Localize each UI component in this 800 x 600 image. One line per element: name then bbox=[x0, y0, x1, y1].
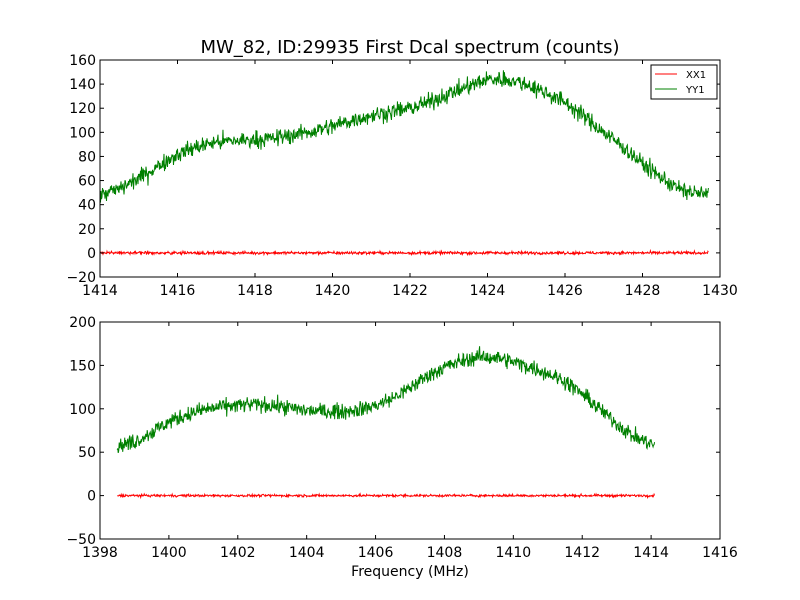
y-tick-label: 0 bbox=[87, 489, 96, 505]
legend-box bbox=[650, 64, 718, 100]
y-tick-label: 150 bbox=[69, 358, 96, 374]
legend-label-xx1: XX1 bbox=[686, 70, 706, 81]
series-line-xx1 bbox=[99, 248, 709, 257]
x-tick-label: 1404 bbox=[289, 545, 325, 561]
x-tick-label: 1402 bbox=[220, 545, 256, 561]
y-tick-label: 80 bbox=[78, 149, 96, 165]
x-tick-label: 1412 bbox=[564, 545, 600, 561]
x-tick-label: 1428 bbox=[625, 283, 661, 299]
legend-label-yy1: YY1 bbox=[685, 85, 705, 96]
y-tick-label: −20 bbox=[66, 270, 96, 286]
x-tick-label: 1400 bbox=[151, 545, 187, 561]
x-tick-label: 1418 bbox=[237, 283, 273, 299]
x-tick-label: 1416 bbox=[702, 545, 738, 561]
x-tick-label: 1414 bbox=[82, 283, 118, 299]
y-tick-label: 160 bbox=[69, 53, 96, 69]
x-tick-label: 1410 bbox=[496, 545, 532, 561]
y-tick-label: 60 bbox=[78, 174, 96, 190]
y-tick-label: −50 bbox=[66, 532, 96, 548]
chart-bottom: 1398 1400 1402 1404 1406 1408 1410 1412 1414 1416… bbox=[66, 315, 737, 561]
x-tick-label: 1414 bbox=[633, 545, 669, 561]
y-tick-label: 100 bbox=[69, 402, 96, 418]
figure-title: MW_82, ID:29935 First Dcal spectrum (cou… bbox=[200, 37, 619, 58]
x-tick-label: 1408 bbox=[427, 545, 463, 561]
x-tick-label: 1416 bbox=[160, 283, 196, 299]
plot-frame bbox=[99, 321, 721, 540]
series-line-yy1 bbox=[116, 346, 656, 454]
x-tick-label: 1398 bbox=[82, 545, 118, 561]
y-tick-label: 20 bbox=[78, 222, 96, 238]
y-tick-label: 140 bbox=[69, 77, 96, 93]
x-tick-label: 1422 bbox=[392, 283, 428, 299]
chart-top: 1414 1416 1418 1420 1422 1424 1426 1428 1430 −20 0… bbox=[66, 53, 737, 299]
y-tick-label: 120 bbox=[69, 101, 96, 117]
x-tick-label: 1426 bbox=[547, 283, 583, 299]
series-line-xx1 bbox=[117, 492, 656, 500]
y-tick-label: 0 bbox=[87, 246, 96, 262]
y-tick-label: 50 bbox=[78, 445, 96, 461]
plot-frame bbox=[99, 59, 721, 278]
x-tick-label: 1430 bbox=[702, 283, 738, 299]
x-axis-label: Frequency (MHz) bbox=[351, 564, 469, 580]
y-tick-label: 200 bbox=[69, 315, 96, 331]
y-tick-label: 40 bbox=[78, 198, 96, 214]
x-tick-label: 1406 bbox=[358, 545, 394, 561]
x-tick-label: 1424 bbox=[470, 283, 506, 299]
series-line-yy1 bbox=[99, 70, 709, 203]
x-tick-label: 1420 bbox=[315, 283, 351, 299]
y-tick-label: 100 bbox=[69, 125, 96, 141]
